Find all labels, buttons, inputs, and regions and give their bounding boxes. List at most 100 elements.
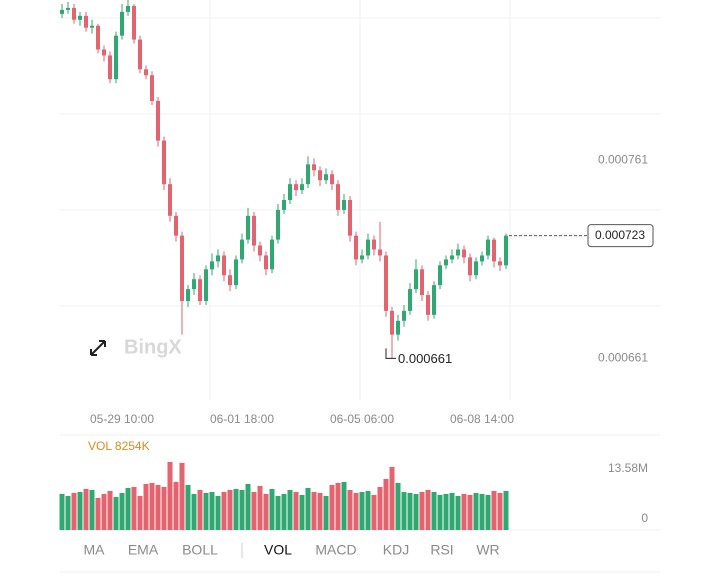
candle-body [198,279,202,301]
low-marker-label: 0.000661 [398,351,452,366]
candle-body [78,15,82,20]
x-tick-label: 06-08 14:00 [450,412,514,426]
candle-body [180,235,184,301]
candle-body [450,255,454,260]
volume-bar [473,492,479,530]
volume-bar [311,491,317,530]
volume-bar [395,482,401,530]
volume-bar [383,478,389,530]
volume-bar [83,488,89,530]
volume-bar [485,494,491,530]
volume-bar [359,491,365,530]
candle-body [120,11,124,36]
candle-body [402,310,406,321]
indicator-tab[interactable]: KDJ [383,542,409,558]
candle-body [174,215,178,236]
volume-bar [191,493,197,530]
candle-body [486,239,490,256]
candle-body [264,255,268,270]
indicator-tab[interactable]: RSI [430,542,453,558]
volume-bar [221,491,227,530]
x-tick-label: 06-01 18:00 [210,412,274,426]
candle-body [306,164,310,185]
candle-body [96,25,100,50]
candle-body [468,257,472,276]
last-price-label: 0.000723 [595,228,645,242]
candle-body [300,184,304,191]
candle-body [144,69,148,76]
last-price-box [587,224,654,248]
volume-bar [245,483,251,530]
candle-body [276,209,280,240]
candle-body [138,39,142,70]
volume-bar [407,492,413,530]
candle-body [186,289,190,301]
candle-body [168,184,172,216]
volume-bar [299,494,305,530]
volume-bar [419,491,425,530]
indicator-tab[interactable]: EMA [128,542,159,558]
volume-bar [455,495,461,530]
candle-body [258,245,262,256]
volume-bar [155,484,161,530]
candle-body [240,239,244,260]
volume-bar [503,490,509,530]
candle-body [354,235,358,260]
candle-body [420,269,424,296]
indicator-tab[interactable]: WR [476,542,499,558]
volume-bar [491,490,497,530]
volume-bar [431,491,437,530]
candle-body [270,239,274,270]
candle-body [84,15,88,28]
candle-body [318,170,322,181]
volume-bar [365,490,371,530]
volume-label: VOL 8254K [88,439,150,453]
candle-body [336,184,340,210]
volume-bar [167,462,173,530]
expand-icon[interactable] [90,340,106,356]
volume-bar [425,489,431,530]
candle-body [348,200,352,236]
volume-bar [341,481,347,530]
volume-bar [305,487,311,530]
volume-bar [347,489,353,530]
candle-body [108,55,112,80]
candle-body [66,7,70,10]
volume-bar [209,491,215,530]
volume-bar [227,489,233,530]
candle-body [90,25,94,28]
indicator-tab[interactable]: BOLL [182,542,218,558]
volume-bar [443,493,449,530]
candle-body [114,35,118,80]
indicator-tab[interactable]: MACD [315,542,356,558]
volume-bar [437,494,443,530]
volume-bar [95,497,101,530]
volume-tick-label: 13.58M [608,461,648,475]
candle-body [492,239,496,262]
candle-body [126,5,130,12]
volume-bar [77,491,83,530]
volume-bar [203,492,209,530]
candle-body [216,255,220,262]
indicator-tab[interactable]: VOL [264,542,292,558]
volume-bar [263,493,269,530]
y-tick-label: 0.000661 [598,351,648,365]
volume-bar [59,493,65,530]
volume-bar [353,492,359,530]
volume-bar [461,493,467,530]
candle-body [72,7,76,20]
candle-body [246,215,250,240]
volume-bar [497,492,503,530]
candle-body [156,100,160,141]
volume-bar [185,484,191,530]
volume-bar [113,496,119,530]
volume-bar [143,483,149,530]
volume-bar [287,489,293,530]
candle-body [504,235,508,266]
volume-bar [71,492,77,530]
indicator-tab[interactable]: MA [84,542,106,558]
candle-body [396,320,400,335]
candle-body [390,310,394,335]
candle-body [234,259,238,286]
